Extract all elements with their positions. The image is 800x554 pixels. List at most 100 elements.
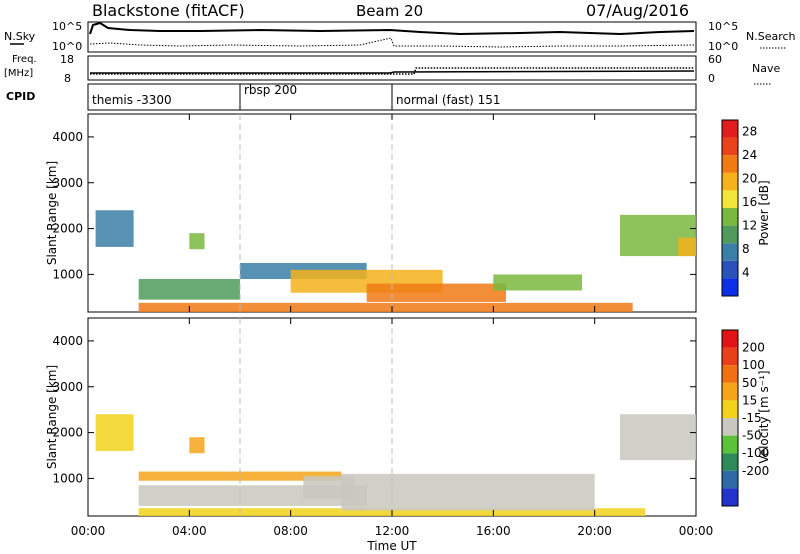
nave-label: Nave xyxy=(752,62,780,75)
power-cbar-tick: 4 xyxy=(742,266,750,280)
scatter-region xyxy=(366,283,506,302)
power-colorbar: 4 8 12 16 20 24 28 xyxy=(721,119,757,297)
freq-trace xyxy=(90,67,695,75)
freq-left-tick-top: 18 xyxy=(60,53,74,66)
scatter-region xyxy=(138,302,633,312)
freq-label: Freq. xyxy=(12,54,37,65)
colorbar-segment xyxy=(722,453,738,471)
colorbar-frame xyxy=(721,119,739,297)
velocity-axes: 1000 2000 3000 4000 xyxy=(52,318,697,516)
range-tick-label: 1000 xyxy=(52,471,83,485)
colorbar-segment xyxy=(722,347,738,366)
time-tick-label: 00:00 xyxy=(679,524,714,538)
nsky-left-tick-top: 10^5 xyxy=(52,20,82,33)
power-cbar-tick: 28 xyxy=(742,125,757,139)
range-tick-label: 4000 xyxy=(52,130,83,144)
range-tick-label: 3000 xyxy=(52,380,83,394)
station-title: Blackstone (fitACF) xyxy=(92,1,245,20)
range-tick-label: 1000 xyxy=(52,267,83,281)
velocity-cbar-tick: 200 xyxy=(742,341,765,355)
velocity-cbar-label: Velocity [m s⁻¹] xyxy=(757,370,771,463)
scatter-region xyxy=(95,414,134,451)
nsky-label: N.Sky xyxy=(4,30,36,43)
scatter-region xyxy=(95,210,134,247)
velocity-cbar-tick: 50 xyxy=(742,376,757,390)
colorbar-segment xyxy=(722,225,738,244)
colorbar-segment xyxy=(722,137,738,156)
scatter-region xyxy=(620,414,696,461)
time-tick-label: 16:00 xyxy=(476,524,511,538)
power-panel: 1000 2000 3000 4000 xyxy=(52,113,697,313)
nsky-right-tick-bottom: 10^0 xyxy=(708,40,738,53)
cpid-segments: themis -3300 rbsp 200 normal (fast) 151 xyxy=(92,83,500,110)
cpid-segment-label: normal (fast) 151 xyxy=(396,93,500,107)
beam-title: Beam 20 xyxy=(356,2,423,20)
colorbar-segment xyxy=(722,208,738,226)
colorbar-segment xyxy=(722,260,738,279)
velocity-cbar-tick: 100 xyxy=(742,358,765,372)
power-cbar-tick: 20 xyxy=(742,172,757,186)
velocity-cbar-tick: -200 xyxy=(742,464,769,478)
velocity-colorbar: 200 100 50 15 -15 -50 -100 -200 xyxy=(721,329,769,507)
colorbar-segment xyxy=(722,243,738,261)
freq-panel xyxy=(87,55,697,81)
scatter-region xyxy=(138,471,342,481)
time-tick-label: 12:00 xyxy=(375,524,410,538)
colorbar-segment xyxy=(722,488,738,506)
colorbar-frame xyxy=(721,329,739,507)
scatter-region xyxy=(138,279,240,300)
colorbar-segment xyxy=(722,400,738,418)
colorbar-segment xyxy=(722,382,738,401)
power-y-label: Slant Range [km] xyxy=(45,161,59,265)
range-tick-label: 2000 xyxy=(52,222,83,236)
colorbar-segment xyxy=(722,330,738,348)
colorbar-segment xyxy=(722,172,738,191)
colorbar-segment xyxy=(722,365,738,383)
colorbar-segment xyxy=(722,155,738,173)
scatter-region xyxy=(341,473,595,511)
cpid-segment-label: themis -3300 xyxy=(92,93,172,107)
power-cbar-label: Power [dB] xyxy=(757,180,771,245)
range-tick-label: 2000 xyxy=(52,426,83,440)
nsky-trace xyxy=(89,21,695,48)
scatter-region xyxy=(493,274,582,291)
scatter-region xyxy=(189,233,205,250)
nave-right-tick-top: 60 xyxy=(708,53,722,66)
velocity-cbar-tick: 15 xyxy=(742,393,757,407)
colorbar-segment xyxy=(722,190,738,208)
colorbar-segment xyxy=(722,470,738,489)
date-title: 07/Aug/2016 xyxy=(586,1,689,20)
mhz-label: [MHz] xyxy=(4,68,33,79)
scatter-region xyxy=(189,437,205,454)
colorbar-segment xyxy=(722,120,738,138)
cpid-label: CPID xyxy=(6,90,35,103)
power-heatmap xyxy=(95,114,696,312)
nsearch-label: N.Search xyxy=(746,30,796,43)
power-cbar-tick: 24 xyxy=(742,148,757,162)
nsky-left-tick-bottom: 10^0 xyxy=(52,40,82,53)
time-tick-labels: 00:00 04:00 08:00 12:00 16:00 20:00 00:00 xyxy=(71,524,714,538)
velocity-cbar-tick: -100 xyxy=(742,446,769,460)
colorbar-segment xyxy=(722,435,738,454)
nsky-panel xyxy=(87,21,697,53)
time-tick-label: 20:00 xyxy=(577,524,612,538)
velocity-panel: 1000 2000 3000 4000 xyxy=(52,317,697,517)
velocity-y-label: Slant Range [km] xyxy=(45,365,59,469)
range-tick-label: 3000 xyxy=(52,176,83,190)
range-tick-label: 4000 xyxy=(52,334,83,348)
freq-left-tick-bottom: 8 xyxy=(64,72,71,85)
time-tick-label: 08:00 xyxy=(273,524,308,538)
power-cbar-tick: 16 xyxy=(742,195,757,209)
velocity-cbar-tick: -15 xyxy=(742,411,762,425)
power-cbar-tick: 8 xyxy=(742,242,750,256)
scatter-region xyxy=(678,237,696,257)
power-cbar-tick: 12 xyxy=(742,219,757,233)
velocity-cbar-tick: -50 xyxy=(742,429,762,443)
cpid-segment-label: rbsp 200 xyxy=(244,83,297,97)
time-tick-label: 04:00 xyxy=(172,524,207,538)
nave-right-tick-bottom: 0 xyxy=(708,72,715,85)
time-axis-label: Time UT xyxy=(366,539,417,553)
nsky-right-tick-top: 10^5 xyxy=(708,20,738,33)
power-axes: 1000 2000 3000 4000 xyxy=(52,114,697,312)
